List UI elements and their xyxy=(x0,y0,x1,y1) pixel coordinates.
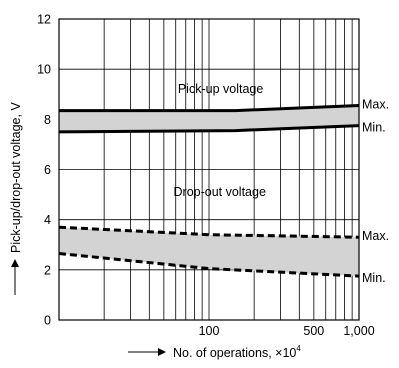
dropout-band-title: Drop-out voltage xyxy=(174,185,266,199)
dropout-lower-line xyxy=(58,252,360,278)
y-tick-label: 6 xyxy=(44,163,51,177)
pickup-lower-line xyxy=(58,124,360,134)
y-tick-label: 8 xyxy=(44,113,51,127)
plot-frame xyxy=(58,18,360,321)
y-axis-title: Pick-up/drop-out voltage, V xyxy=(9,102,23,253)
y-tick-label: 10 xyxy=(37,63,51,77)
dropout-upper-line xyxy=(58,225,360,239)
x-axis-arrow-head xyxy=(158,348,166,356)
dropout-upper-label: Max. xyxy=(362,229,389,243)
x-axis-title: No. of operations, ×104 xyxy=(173,344,301,360)
y-tick-label: 2 xyxy=(44,263,51,277)
series-lines xyxy=(58,104,360,278)
annotations: Max. Min. Pick-up voltage Max. Min. Drop-out … xyxy=(174,82,390,285)
dropout-band-fill xyxy=(59,227,359,277)
y-tick-label: 0 xyxy=(44,314,51,328)
y-tick-label: 4 xyxy=(44,213,51,227)
x-axis-title-text: No. of operations, ×10 xyxy=(173,346,296,360)
pickup-lower-label: Min. xyxy=(362,121,386,135)
y-tick-label: 12 xyxy=(37,13,51,27)
x-tick-label: 1,000 xyxy=(343,324,374,338)
y-axis-arrow-head xyxy=(11,259,19,267)
x-tick-label: 100 xyxy=(199,324,220,338)
tick-labels: 0 2 4 6 8 10 12 100 500 1,000 xyxy=(37,13,375,339)
x-tick-label: 500 xyxy=(303,324,324,338)
pickup-upper-label: Max. xyxy=(362,98,389,112)
x-axis-title-exponent: 4 xyxy=(296,344,301,353)
dropout-lower-label: Min. xyxy=(362,271,386,285)
y-axis-title-group: Pick-up/drop-out voltage, V xyxy=(9,102,23,295)
pickup-band-title: Pick-up voltage xyxy=(178,82,264,96)
pickup-upper-line xyxy=(59,104,360,113)
x-axis-title-group: No. of operations, ×104 xyxy=(128,344,301,360)
